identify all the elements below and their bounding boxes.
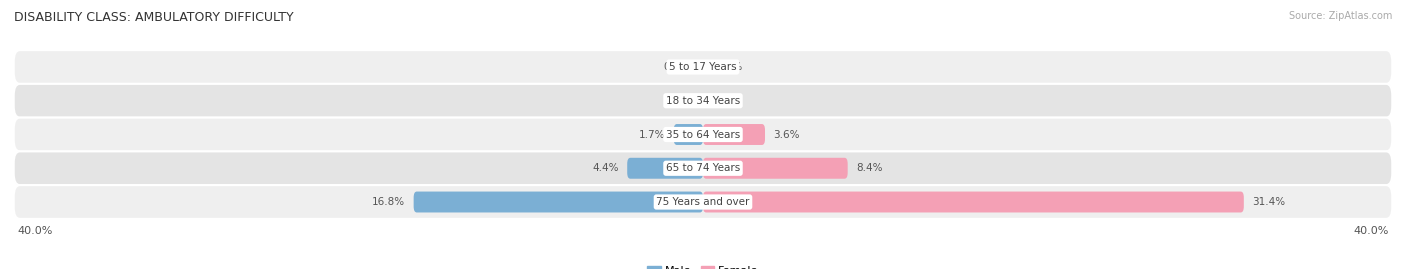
Text: 8.4%: 8.4% <box>856 163 883 173</box>
Text: 40.0%: 40.0% <box>1353 226 1389 236</box>
Text: 4.4%: 4.4% <box>592 163 619 173</box>
Text: 0.0%: 0.0% <box>664 96 689 106</box>
FancyBboxPatch shape <box>14 151 1392 185</box>
FancyBboxPatch shape <box>703 158 848 179</box>
FancyBboxPatch shape <box>627 158 703 179</box>
FancyBboxPatch shape <box>703 192 1244 213</box>
Text: Source: ZipAtlas.com: Source: ZipAtlas.com <box>1288 11 1392 21</box>
Text: 40.0%: 40.0% <box>17 226 53 236</box>
Text: 31.4%: 31.4% <box>1253 197 1285 207</box>
FancyBboxPatch shape <box>14 185 1392 219</box>
Text: 35 to 64 Years: 35 to 64 Years <box>666 129 740 140</box>
Text: 0.0%: 0.0% <box>664 62 689 72</box>
Text: 1.7%: 1.7% <box>638 129 665 140</box>
Legend: Male, Female: Male, Female <box>643 261 763 269</box>
FancyBboxPatch shape <box>14 50 1392 84</box>
Text: 75 Years and over: 75 Years and over <box>657 197 749 207</box>
Text: 18 to 34 Years: 18 to 34 Years <box>666 96 740 106</box>
Text: 0.0%: 0.0% <box>717 96 742 106</box>
FancyBboxPatch shape <box>413 192 703 213</box>
Text: 0.0%: 0.0% <box>717 62 742 72</box>
FancyBboxPatch shape <box>703 124 765 145</box>
Text: 16.8%: 16.8% <box>373 197 405 207</box>
FancyBboxPatch shape <box>14 84 1392 118</box>
FancyBboxPatch shape <box>14 118 1392 151</box>
Text: 65 to 74 Years: 65 to 74 Years <box>666 163 740 173</box>
FancyBboxPatch shape <box>673 124 703 145</box>
Text: 3.6%: 3.6% <box>773 129 800 140</box>
Text: DISABILITY CLASS: AMBULATORY DIFFICULTY: DISABILITY CLASS: AMBULATORY DIFFICULTY <box>14 11 294 24</box>
Text: 5 to 17 Years: 5 to 17 Years <box>669 62 737 72</box>
